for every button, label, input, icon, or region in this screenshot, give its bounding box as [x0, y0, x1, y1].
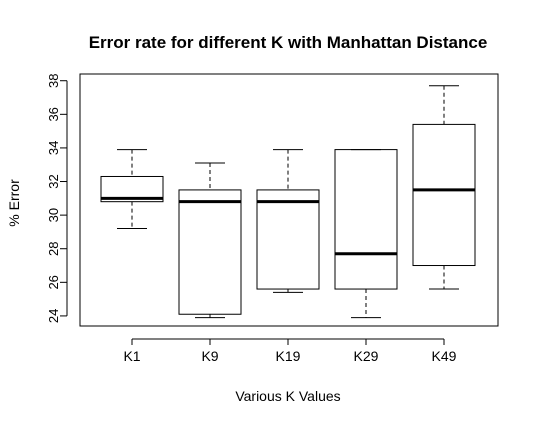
- box-k1: [100, 149, 164, 230]
- iqr-box: [178, 189, 242, 315]
- chart-title: Error rate for different K with Manhatta…: [89, 33, 488, 52]
- y-tick-label: 36: [46, 107, 61, 121]
- box-k49: [412, 85, 476, 290]
- x-tick-label: K1: [123, 348, 140, 364]
- x-axis: K1 K9 K19 K29 K49: [123, 338, 457, 364]
- x-tick-label: K29: [354, 348, 379, 364]
- y-tick-label: 30: [46, 208, 61, 222]
- y-tick-label: 34: [46, 141, 61, 155]
- box-series: [100, 85, 476, 319]
- y-axis: 24 26 28 30 32 34 36 38: [46, 73, 68, 323]
- x-axis-label: Various K Values: [235, 388, 340, 404]
- iqr-box: [256, 189, 320, 290]
- box-k19: [256, 149, 320, 293]
- y-tick-label: 32: [46, 174, 61, 188]
- x-tick-label: K49: [432, 348, 457, 364]
- x-tick-label: K19: [276, 348, 301, 364]
- plot-frame: [79, 73, 499, 327]
- iqr-box: [334, 149, 398, 290]
- box-k29: [334, 149, 398, 319]
- iqr-box: [100, 175, 164, 203]
- y-tick-label: 24: [46, 309, 61, 323]
- y-tick-label: 28: [46, 241, 61, 255]
- y-axis-label: % Error: [6, 179, 22, 227]
- iqr-box: [412, 123, 476, 267]
- box-k9: [178, 162, 242, 319]
- x-tick-label: K9: [201, 348, 218, 364]
- y-tick-label: 38: [46, 73, 61, 87]
- y-tick-label: 26: [46, 275, 61, 289]
